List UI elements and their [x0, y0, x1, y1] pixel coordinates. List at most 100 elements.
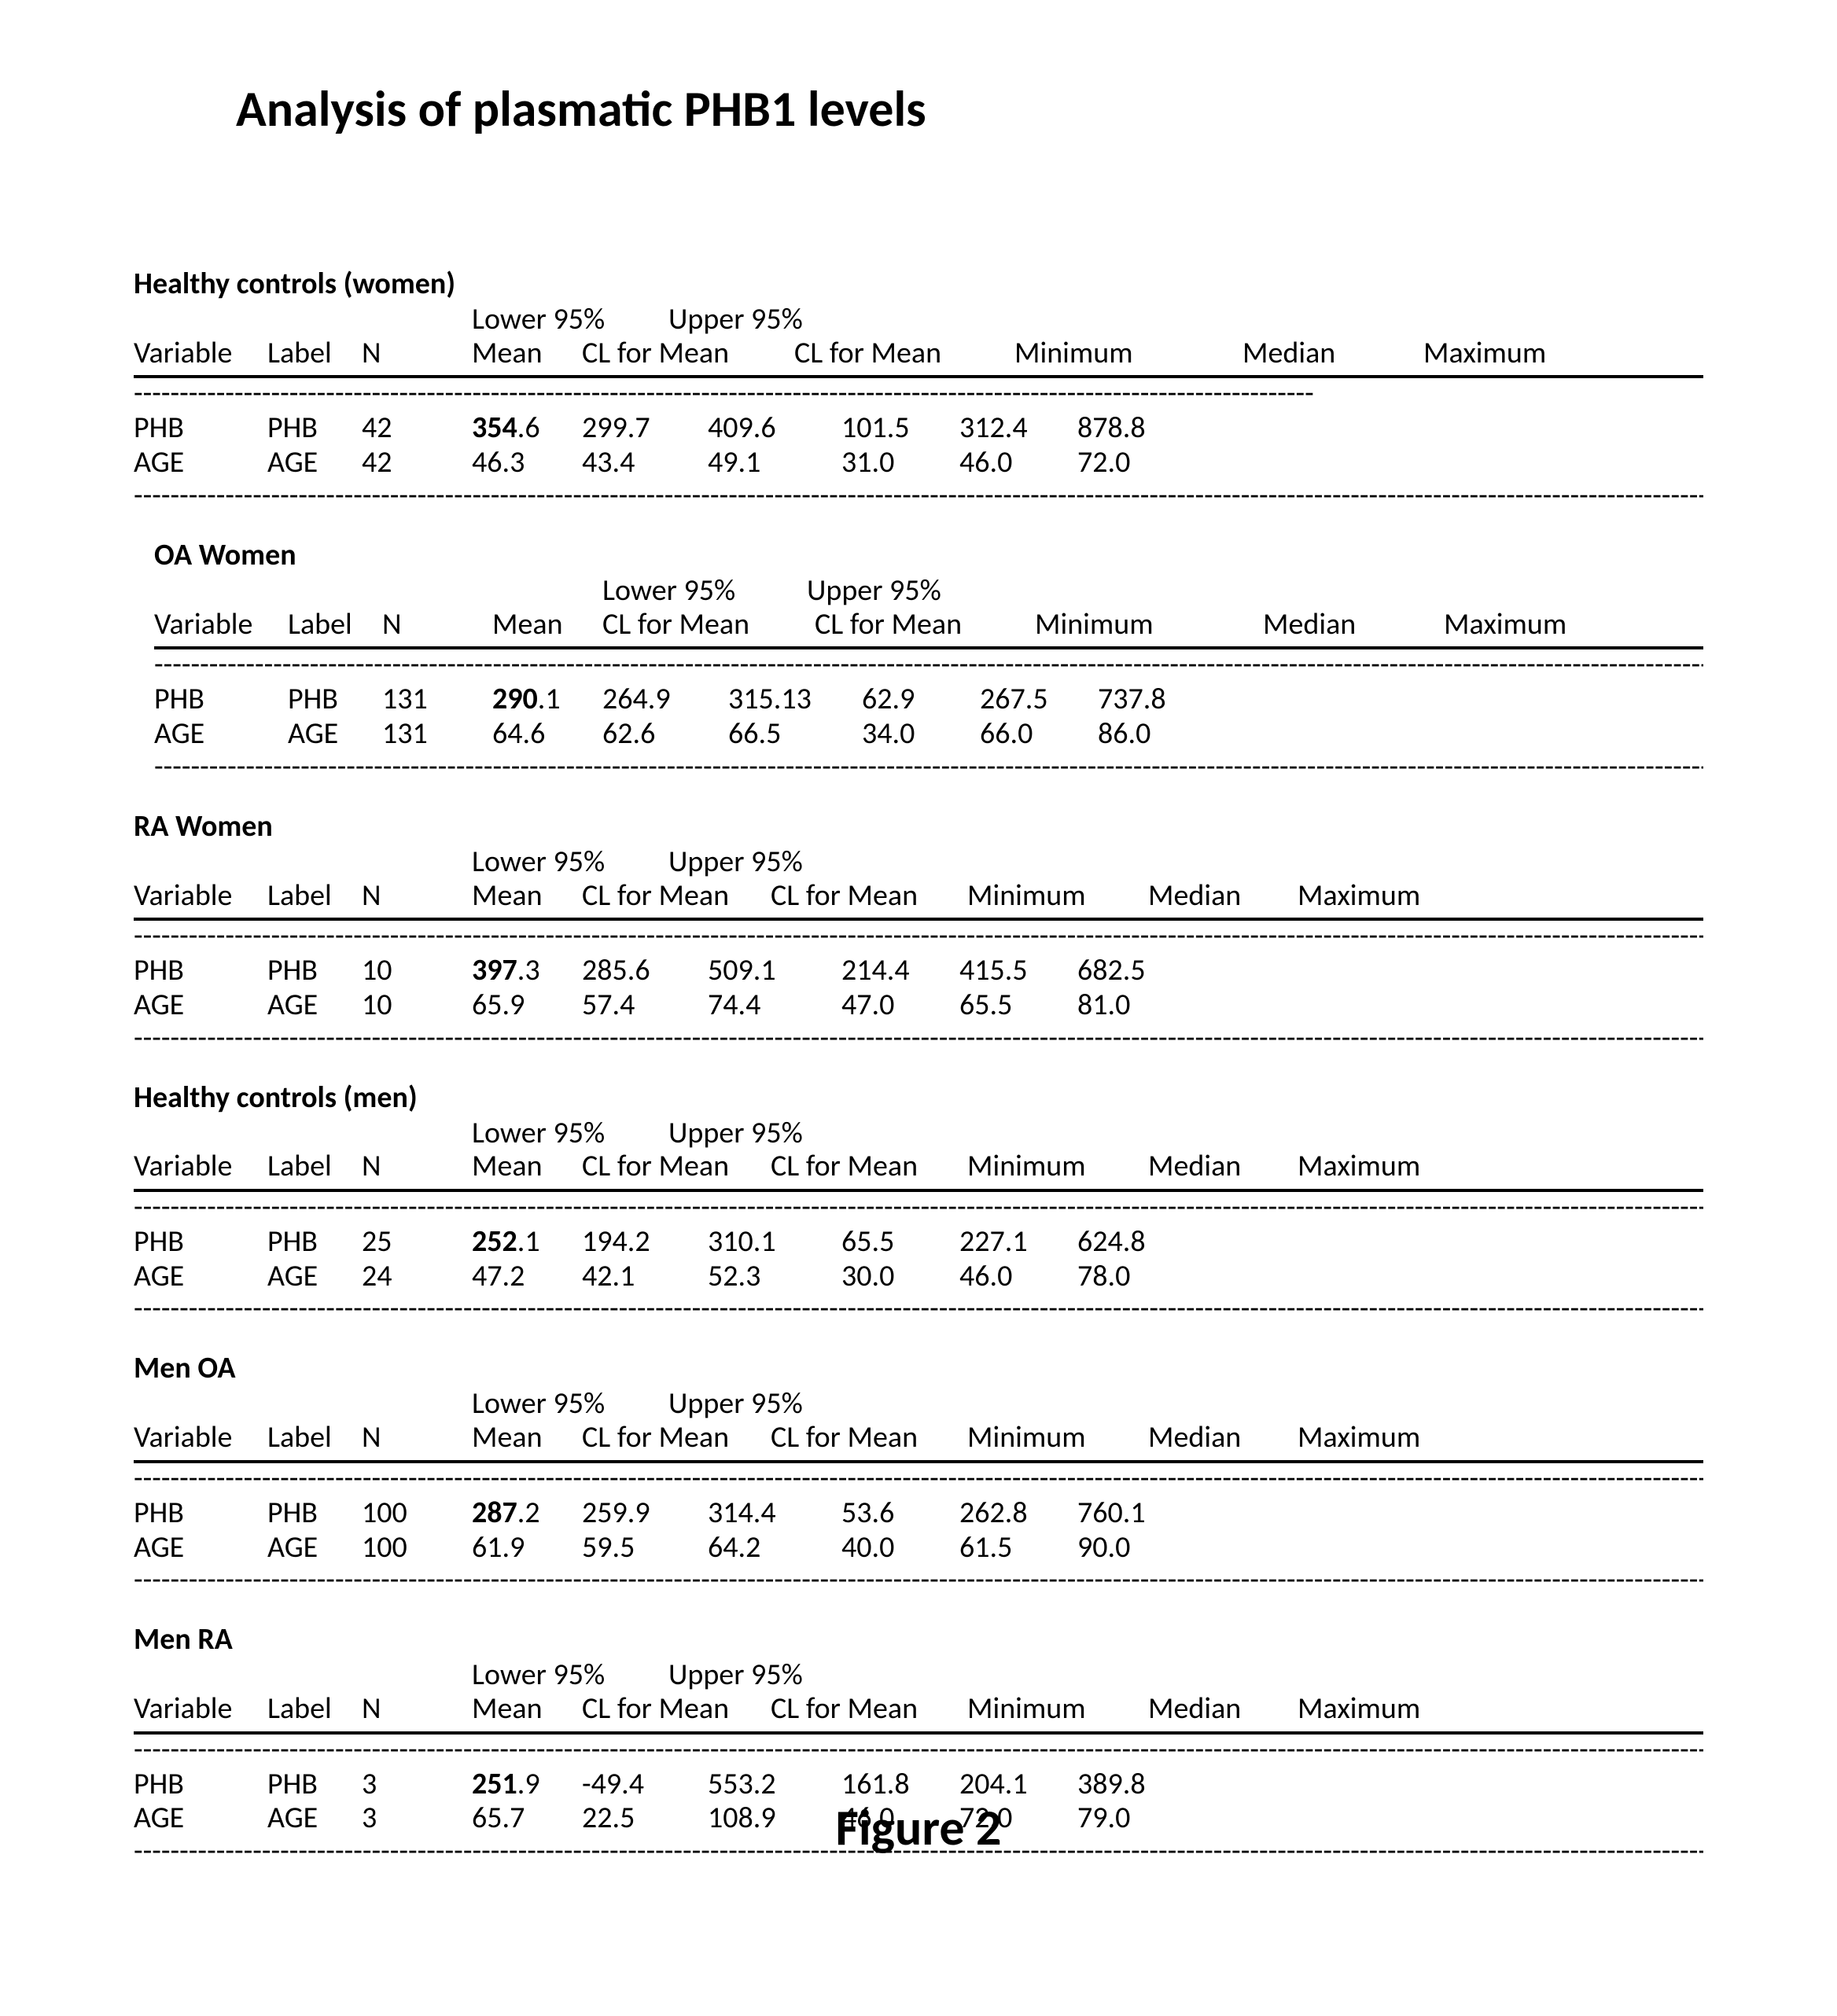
- cell-label: PHB: [267, 1496, 362, 1531]
- header-variable: Variable: [134, 1692, 267, 1727]
- header-row: Variable Label N Mean CL for Mean CL for…: [134, 879, 1703, 922]
- cell-variable: PHB: [134, 954, 267, 988]
- cell-lcl: 264.9: [602, 682, 728, 717]
- table-row: PHB PHB 42 354.6 299.7 409.6 101.5 312.4…: [134, 411, 1703, 446]
- cell-mean: 65.9: [472, 988, 582, 1023]
- header-variable: Variable: [134, 879, 267, 914]
- cell-lcl: 59.5: [582, 1531, 708, 1565]
- cell-variable: AGE: [134, 1260, 267, 1294]
- header-upper-row: Lower 95% Upper 95%: [134, 1117, 1703, 1150]
- header-upper-row: Lower 95% Upper 95%: [134, 1659, 1703, 1692]
- cell-lcl: -49.4: [582, 1768, 708, 1802]
- header-row: Variable Label N Mean CL for Mean CL for…: [134, 1150, 1703, 1192]
- header-cl1: CL for Mean: [602, 608, 815, 642]
- table-row: AGE AGE 42 46.3 43.4 49.1 31.0 46.0 72.0: [134, 446, 1703, 480]
- header-variable: Variable: [134, 1150, 267, 1184]
- header-lower95: Lower 95%: [472, 304, 668, 337]
- cell-min: 62.9: [862, 682, 980, 717]
- cell-max: 682.5: [1077, 954, 1195, 988]
- header-cl1: CL for Mean: [582, 1692, 771, 1727]
- cell-med: 227.1: [959, 1225, 1077, 1260]
- header-n: N: [362, 879, 472, 914]
- header-lower95: Lower 95%: [472, 1659, 668, 1692]
- header-minimum: Minimum: [1014, 337, 1242, 371]
- header-median: Median: [1148, 879, 1298, 914]
- cell-min: 53.6: [841, 1496, 959, 1531]
- cell-label: PHB: [267, 1768, 362, 1802]
- table-row: AGE AGE 131 64.6 62.6 66.5 34.0 66.0 86.…: [154, 717, 1703, 752]
- cell-min: 214.4: [841, 954, 959, 988]
- cell-med: 267.5: [980, 682, 1098, 717]
- header-upper95: Upper 95%: [668, 1117, 803, 1150]
- cell-min: 30.0: [841, 1260, 959, 1294]
- cell-med: 65.5: [959, 988, 1077, 1023]
- cell-n: 42: [362, 411, 472, 446]
- header-median: Median: [1148, 1421, 1298, 1455]
- cell-med: 66.0: [980, 717, 1098, 752]
- header-label: Label: [267, 879, 362, 914]
- cell-med: 46.0: [959, 1260, 1077, 1294]
- cell-n: 10: [362, 954, 472, 988]
- table-row: PHB PHB 3 251.9 -49.4 553.2 161.8 204.1 …: [134, 1768, 1703, 1802]
- cell-ucl: 553.2: [708, 1768, 841, 1802]
- cell-lcl: 285.6: [582, 954, 708, 988]
- section-healthy-women: Healthy controls (women) Lower 95% Upper…: [134, 266, 1703, 513]
- section-men-oa: Men OA Lower 95% Upper 95% Variable Labe…: [134, 1350, 1703, 1598]
- header-n: N: [382, 608, 492, 642]
- section-title: RA Women: [134, 808, 1703, 844]
- cell-n: 24: [362, 1260, 472, 1294]
- header-upper95: Upper 95%: [668, 304, 865, 337]
- header-mean: Mean: [472, 1150, 582, 1184]
- table-row: PHB PHB 10 397.3 285.6 509.1 214.4 415.5…: [134, 954, 1703, 988]
- header-median: Median: [1242, 337, 1423, 371]
- cell-n: 100: [362, 1531, 472, 1565]
- header-cl1: CL for Mean: [582, 879, 771, 914]
- cell-lcl: 194.2: [582, 1225, 708, 1260]
- dash-separator: ----------------------------------------…: [134, 1293, 1703, 1326]
- figure-label: Figure 2: [0, 1797, 1837, 1859]
- cell-min: 65.5: [841, 1225, 959, 1260]
- section-title: Men RA: [134, 1621, 1703, 1657]
- header-lower95: Lower 95%: [472, 1388, 668, 1421]
- header-upper-row: Lower 95% Upper 95%: [134, 846, 1703, 879]
- cell-max: 878.8: [1077, 411, 1195, 446]
- header-mean: Mean: [472, 879, 582, 914]
- header-median: Median: [1148, 1692, 1298, 1727]
- cell-variable: AGE: [134, 1531, 267, 1565]
- header-lower95: Lower 95%: [472, 1117, 668, 1150]
- dash-separator: ----------------------------------------…: [154, 752, 1703, 785]
- cell-med: 204.1: [959, 1768, 1077, 1802]
- dash-separator: ----------------------------------------…: [154, 649, 1703, 682]
- header-cl2: CL for Mean: [794, 337, 1014, 371]
- header-row: Variable Label N Mean CL for Mean CL for…: [154, 608, 1703, 650]
- cell-med: 262.8: [959, 1496, 1077, 1531]
- cell-mean: 290.1: [492, 682, 602, 717]
- header-cl1: CL for Mean: [582, 337, 794, 371]
- cell-variable: PHB: [154, 682, 288, 717]
- cell-lcl: 299.7: [582, 411, 708, 446]
- cell-mean: 251.9: [472, 1768, 582, 1802]
- header-upper95: Upper 95%: [807, 575, 941, 608]
- cell-mean: 287.2: [472, 1496, 582, 1531]
- section-oa-women: OA Women Lower 95% Upper 95% Variable La…: [134, 537, 1703, 785]
- cell-n: 25: [362, 1225, 472, 1260]
- cell-mean: 64.6: [492, 717, 602, 752]
- cell-max: 78.0: [1077, 1260, 1195, 1294]
- header-upper95: Upper 95%: [668, 1659, 803, 1692]
- cell-ucl: 409.6: [708, 411, 841, 446]
- cell-ucl: 74.4: [708, 988, 841, 1023]
- header-mean: Mean: [472, 1421, 582, 1455]
- cell-lcl: 42.1: [582, 1260, 708, 1294]
- cell-med: 415.5: [959, 954, 1077, 988]
- cell-label: PHB: [267, 954, 362, 988]
- cell-med: 61.5: [959, 1531, 1077, 1565]
- table-row: PHB PHB 131 290.1 264.9 315.13 62.9 267.…: [154, 682, 1703, 717]
- header-mean: Mean: [472, 1692, 582, 1727]
- header-minimum: Minimum: [967, 1150, 1148, 1184]
- cell-variable: AGE: [154, 717, 288, 752]
- cell-label: AGE: [267, 446, 362, 480]
- cell-n: 131: [382, 682, 492, 717]
- cell-variable: AGE: [134, 446, 267, 480]
- header-maximum: Maximum: [1298, 879, 1455, 914]
- cell-med: 46.0: [959, 446, 1077, 480]
